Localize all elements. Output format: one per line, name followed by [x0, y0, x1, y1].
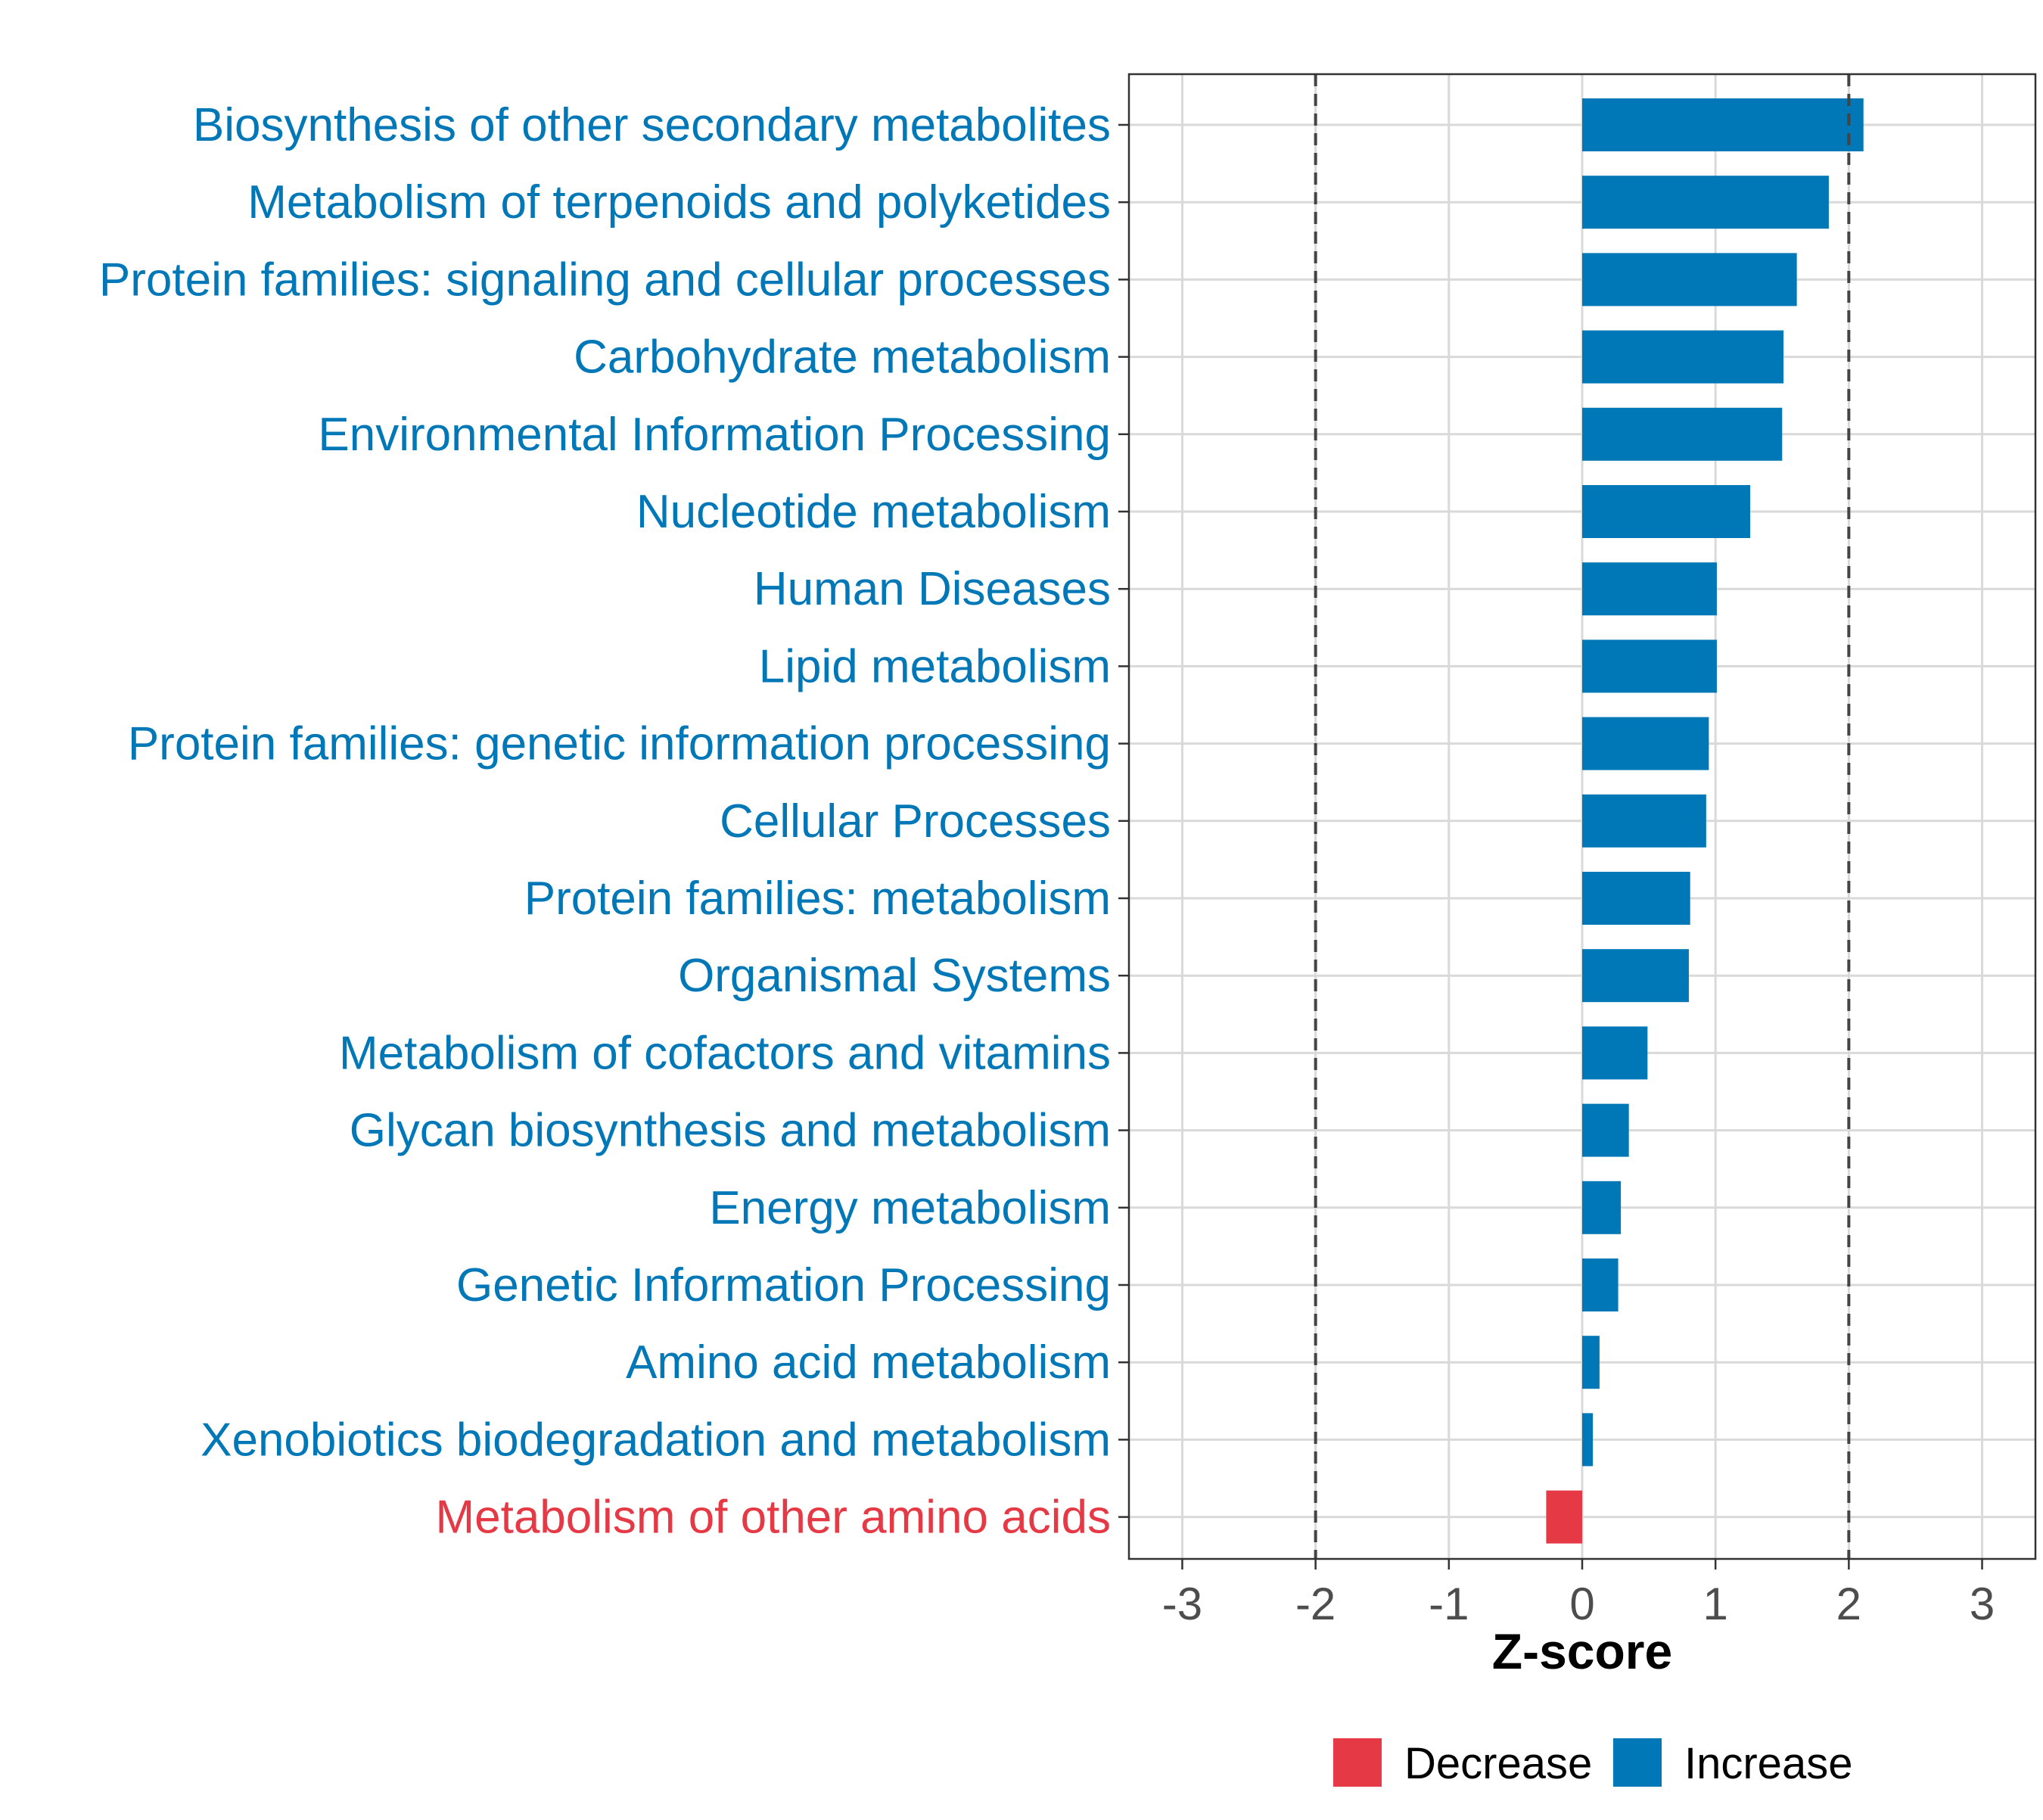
bar-biosynthesis-of-other-secondary-metabolites [1582, 98, 1864, 151]
legend-label-decrease: Decrease [1404, 1739, 1592, 1788]
bar-metabolism-of-other-amino-acids [1546, 1490, 1582, 1544]
category-label: Metabolism of cofactors and vitamins [339, 1027, 1111, 1079]
x-tick-label: -3 [1162, 1579, 1202, 1629]
category-label: Metabolism of terpenoids and polyketides [247, 176, 1111, 229]
bar-organismal-systems [1582, 949, 1689, 1003]
category-label: Carbohydrate metabolism [574, 331, 1111, 384]
bar-environmental-information-processing [1582, 407, 1783, 461]
bar-metabolism-of-terpenoids-and-polyketides [1582, 176, 1829, 229]
category-label: Genetic Information Processing [456, 1259, 1111, 1311]
category-label: Xenobiotics biodegradation and metabolis… [201, 1414, 1111, 1466]
category-label: Glycan biosynthesis and metabolism [350, 1105, 1111, 1157]
category-label: Human Diseases [754, 563, 1111, 615]
bar-energy-metabolism [1582, 1181, 1622, 1234]
bar-lipid-metabolism [1582, 639, 1717, 693]
bar-genetic-information-processing [1582, 1258, 1619, 1311]
category-labels: Biosynthesis of other secondary metaboli… [99, 99, 1111, 1544]
category-label: Protein families: signaling and cellular… [99, 254, 1111, 306]
category-label: Nucleotide metabolism [636, 486, 1111, 538]
bar-glycan-biosynthesis-and-metabolism [1582, 1103, 1629, 1157]
bars-layer [1546, 98, 1864, 1544]
category-label: Organismal Systems [678, 950, 1111, 1002]
x-tick-label: -1 [1429, 1579, 1469, 1629]
legend-label-increase: Increase [1684, 1739, 1852, 1788]
category-label: Protein families: genetic information pr… [128, 718, 1111, 770]
category-label: Energy metabolism [709, 1182, 1111, 1234]
x-axis-title: Z-score [1492, 1623, 1672, 1679]
ticks-layer: -3 -2 -1 0 1 2 3 [1118, 123, 1995, 1629]
x-tick-label: 3 [1970, 1579, 1995, 1629]
legend-key-increase [1613, 1738, 1662, 1787]
bar-cellular-processes [1582, 794, 1706, 848]
category-label: Metabolism of other amino acids [435, 1492, 1111, 1544]
bar-protein-families-metabolism [1582, 872, 1690, 925]
bar-metabolism-of-cofactors-and-vitamins [1582, 1026, 1648, 1080]
threshold-layer [1314, 74, 1851, 1559]
x-tick-label: 2 [1836, 1579, 1861, 1629]
category-label: Biosynthesis of other secondary metaboli… [193, 99, 1111, 151]
bar-amino-acid-metabolism [1582, 1336, 1600, 1389]
category-label: Amino acid metabolism [626, 1336, 1111, 1389]
category-label: Environmental Information Processing [318, 409, 1111, 461]
category-label: Protein families: metabolism [524, 873, 1111, 925]
legend-key-decrease [1333, 1738, 1382, 1787]
bar-protein-families-genetic-information-processing [1582, 717, 1709, 770]
bar-carbohydrate-metabolism [1582, 330, 1784, 384]
category-label: Lipid metabolism [759, 640, 1111, 692]
bar-human-diseases [1582, 562, 1717, 616]
bar-nucleotide-metabolism [1582, 485, 1750, 538]
bar-protein-families-signaling-and-cellular-processes [1582, 253, 1797, 306]
bar-xenobiotics-biodegradation-and-metabolism [1582, 1413, 1594, 1467]
legend: Decrease Increase [1333, 1738, 1852, 1788]
x-tick-label: 0 [1569, 1579, 1594, 1629]
category-label: Cellular Processes [720, 795, 1111, 848]
x-tick-label: 1 [1702, 1579, 1727, 1629]
x-tick-label: -2 [1295, 1579, 1336, 1629]
